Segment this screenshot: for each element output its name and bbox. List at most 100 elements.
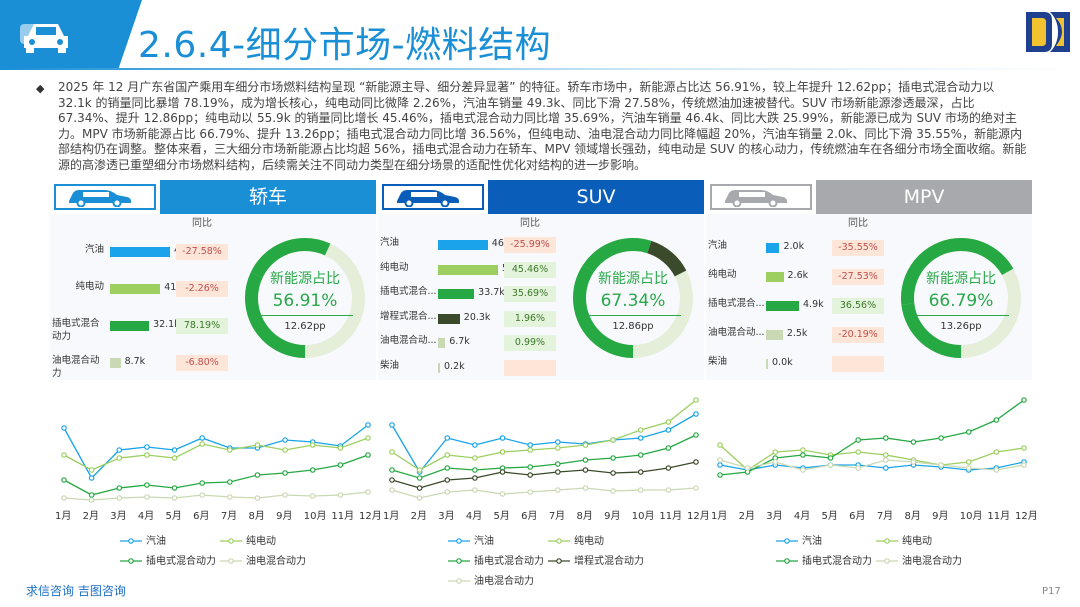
bar-category-label: 插电式混合动力 [52,317,100,342]
trend-point [444,465,451,471]
bar-rect [110,283,161,294]
bullet-diamond-icon: ◆ [36,82,45,95]
car-wheel-shape [112,198,122,207]
trend-point [883,465,889,471]
segment-title: MPV [903,186,945,208]
legend-label: 纯电动 [574,536,604,547]
donut-title: 新能源占比 [598,271,668,287]
trend-point [499,469,506,475]
trend-point [88,497,95,503]
car-wheel-shape [76,198,86,207]
bar-rect [438,313,460,324]
month-label: 6月 [193,511,210,522]
trend-point [61,452,67,458]
trend-point [389,422,395,428]
yoy-header: 同比 [848,218,868,229]
trend-point [582,457,589,463]
bar-rect [438,264,498,275]
bar-rect [766,358,768,369]
trend-point [309,442,316,448]
trend-point [910,459,917,465]
trend-point [610,488,616,494]
legend-marker [228,558,234,564]
car-side-icon [397,190,459,207]
legend-marker [456,538,462,544]
bar-category-label: 汽油 [84,243,104,255]
trend-point [717,472,723,478]
yoy-cell: -35.55% [832,239,884,256]
bar-value-label: 0.2k [444,360,465,372]
legend-marker [456,578,462,584]
trend-point [938,462,944,468]
trend-point [199,480,205,486]
trend-point [199,435,205,441]
trend-line [391,487,697,499]
trend-point [637,469,644,475]
month-label: 2月 [738,511,755,522]
yoy-cell: 0.99% [504,335,556,352]
segment-header: 轿车 [50,180,376,214]
footer-link[interactable]: 求信咨询 吉图咨询 [26,584,126,598]
trend-point [227,494,233,500]
legend-item: 纯电动 [548,532,604,547]
donut-change: 12.62pp [284,321,326,332]
trend-point [444,477,451,483]
yoy-cell: -6.80% [176,354,228,371]
donut-slice [245,238,365,358]
trend-point [693,459,699,465]
donut-slice [573,238,693,358]
trend-point [444,435,451,441]
car-side-icon [725,190,787,207]
trend-point [389,467,395,473]
month-label: 12月 [687,511,710,522]
trend-point [365,452,371,458]
trend-line [719,399,1025,476]
donut-share: 67.34% [600,291,666,311]
donut-slice [901,238,1021,358]
month-label: 9月 [932,511,949,522]
trend-point [171,455,178,461]
trend-point [389,477,395,483]
car-window-shape [411,192,437,197]
legend-item: 油电混合动力 [220,552,306,567]
trend-point [910,439,917,445]
donut-chart [901,238,1021,358]
bar-value-label: 6.7k [449,336,470,348]
trend-point [693,397,699,403]
legend-marker [128,538,134,544]
trend-point [472,442,478,448]
trend-point [416,485,423,491]
legend-line-icon [448,578,470,584]
trend-point [855,465,861,471]
trend-point [337,445,344,451]
trend-point [116,447,123,453]
trend-point [61,477,67,483]
bar-rect [438,240,488,251]
bar-category-label: 增程式混合... [380,310,437,322]
bar-rect [110,246,170,257]
donut-chart [573,238,693,358]
trend-point [61,425,67,431]
trend-point [827,462,834,468]
trend-point [472,455,478,461]
legend-marker [784,558,790,564]
trend-point [499,491,506,497]
legend-item: 纯电动 [220,532,276,547]
yoy-cell: 1.96% [504,310,556,327]
trend-point [555,461,561,467]
trend-point [389,449,395,455]
trend-point [171,485,178,491]
bar-value-label: 32.1k [153,318,180,330]
month-label: 5月 [821,511,838,522]
trend-point [144,482,150,488]
header-band-edge [118,0,142,70]
trend-point [88,475,95,481]
car-front-icon [20,24,68,53]
bar-value-label: 2.5k [786,327,808,339]
trend-point [88,467,95,473]
trend-point [527,464,533,470]
car-wheel-shape [768,198,778,207]
trend-point [144,494,150,500]
trend-point [416,467,423,473]
trend-point [993,449,1000,455]
